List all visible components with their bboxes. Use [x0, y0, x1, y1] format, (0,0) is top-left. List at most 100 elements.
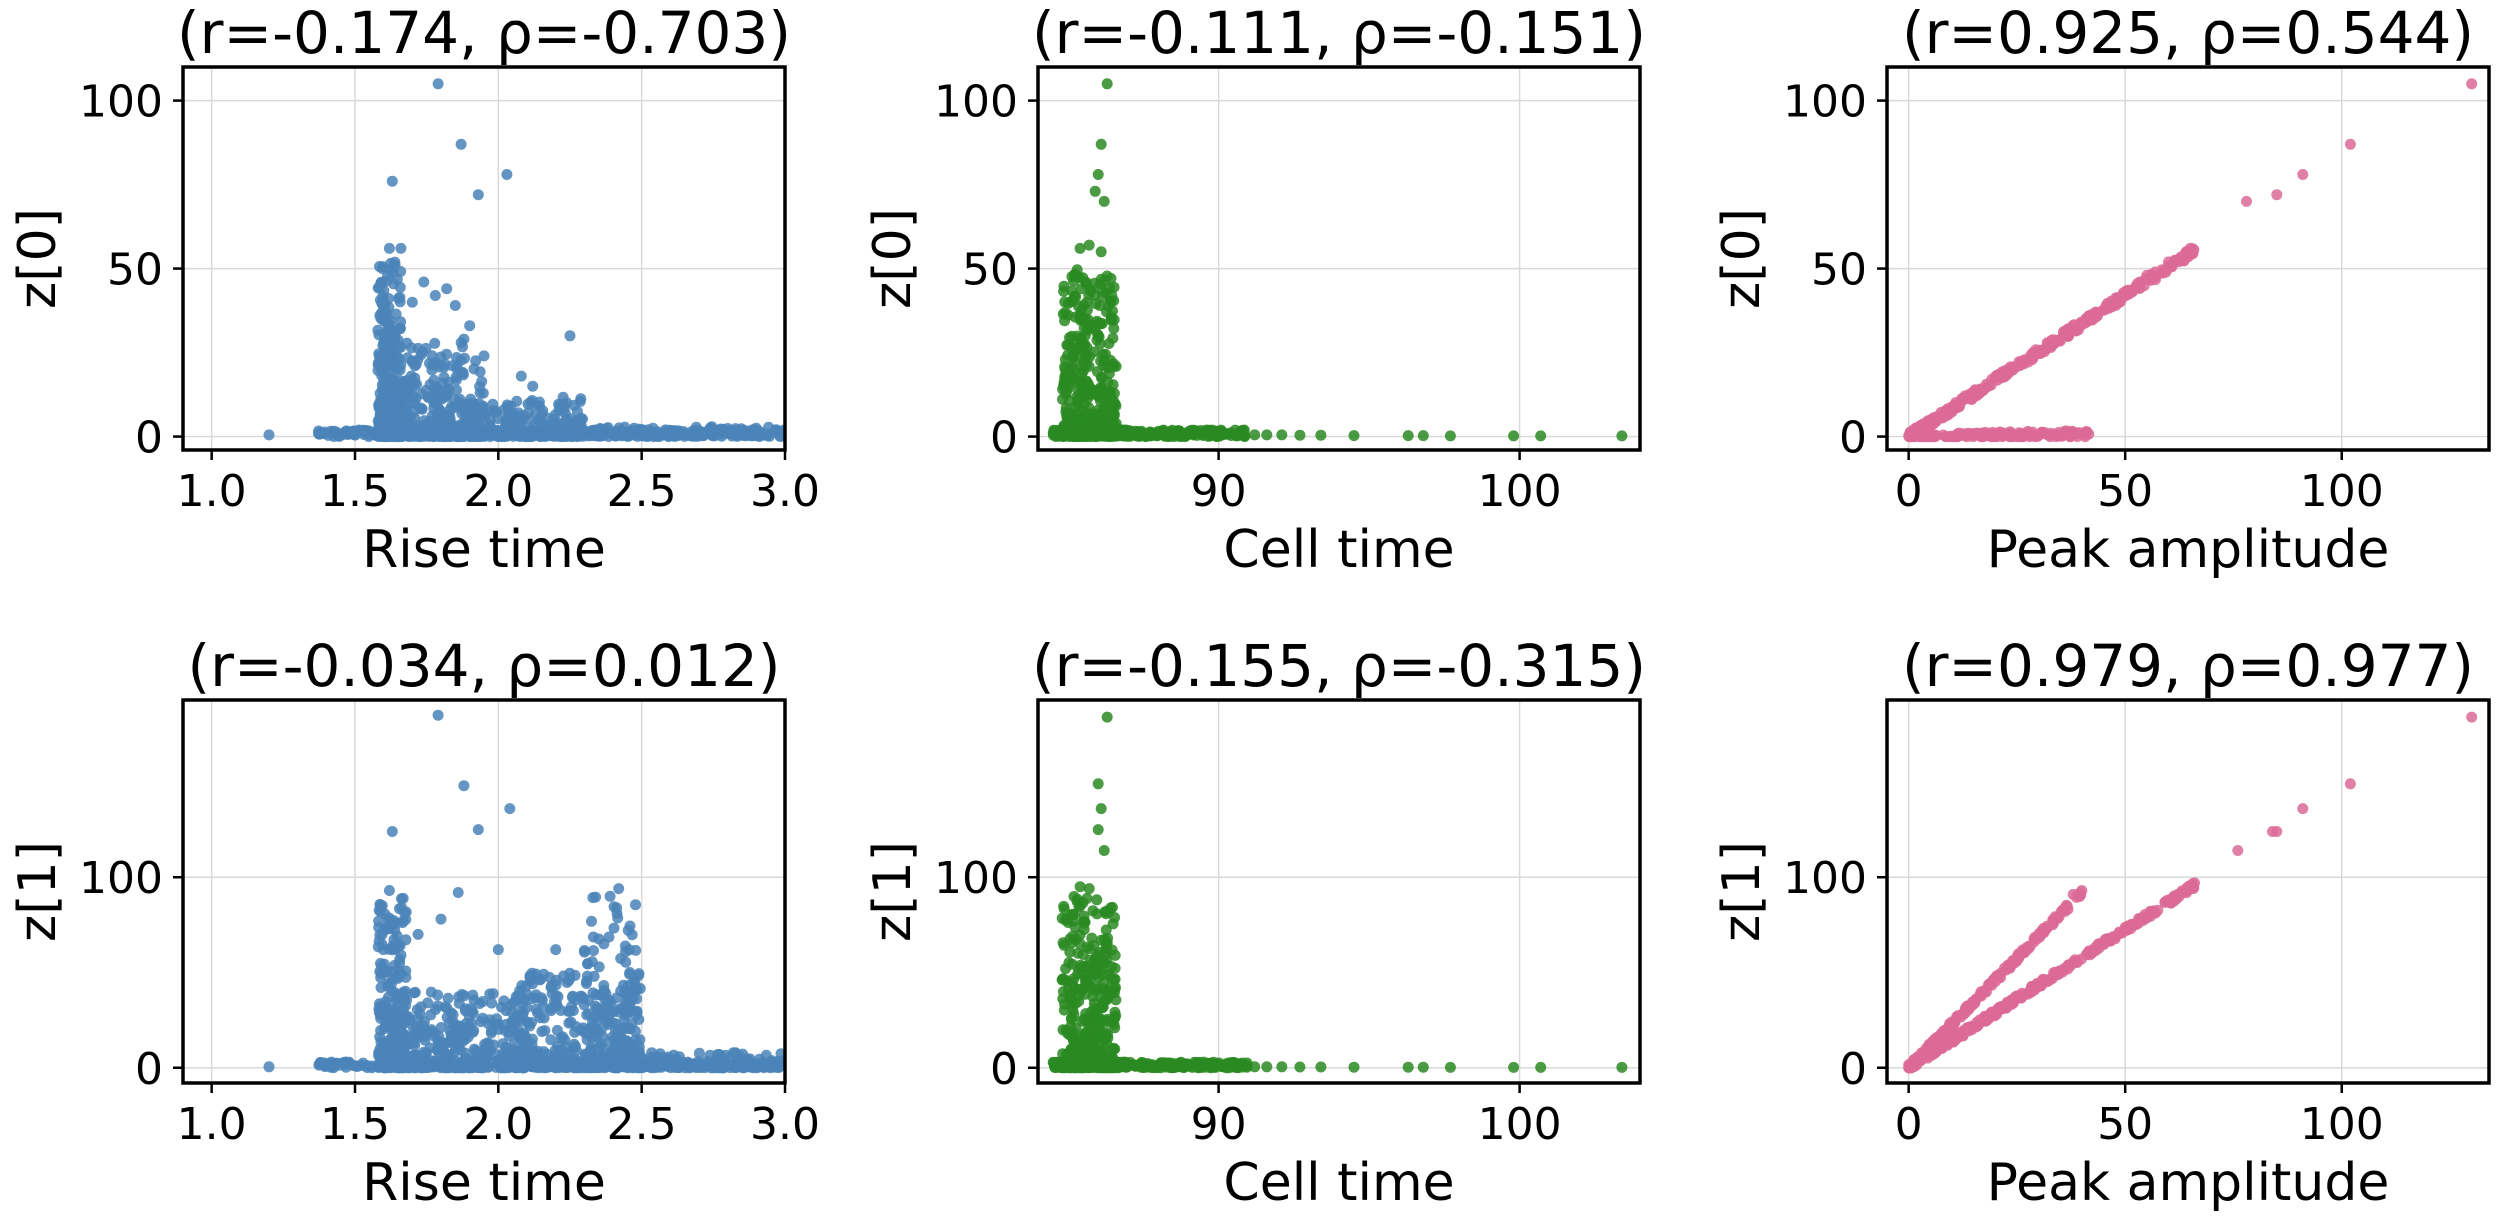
data-point — [374, 1009, 386, 1021]
x-tick-label: 2.0 — [463, 466, 533, 517]
data-point — [1211, 431, 1223, 442]
data-point — [641, 431, 653, 442]
data-point — [524, 971, 536, 983]
data-point — [458, 333, 470, 345]
data-point — [1067, 1055, 1079, 1067]
data-point — [577, 992, 589, 1004]
scatter-points — [263, 709, 785, 1074]
data-point — [595, 1041, 606, 1052]
data-point — [374, 966, 386, 977]
data-point — [1065, 296, 1077, 307]
data-point — [1109, 1062, 1121, 1074]
data-point — [2271, 189, 2283, 201]
data-point — [467, 1026, 479, 1038]
data-point — [496, 1052, 508, 1064]
x-tick-label: 1.5 — [320, 466, 390, 517]
data-point — [432, 989, 444, 1001]
data-point — [1076, 367, 1088, 379]
x-tick-label: 3.0 — [750, 1099, 820, 1150]
data-point — [381, 1050, 393, 1062]
data-point — [313, 425, 325, 437]
data-point — [560, 1062, 571, 1074]
data-point — [545, 1034, 557, 1046]
data-point — [760, 1057, 771, 1069]
data-point — [1066, 909, 1078, 920]
y-tick-label: 100 — [79, 853, 163, 904]
data-point — [603, 931, 615, 943]
data-point — [409, 360, 421, 372]
data-point — [552, 1050, 564, 1062]
data-point — [2015, 427, 2027, 439]
data-point — [1095, 1028, 1107, 1040]
data-point — [1069, 921, 1081, 933]
data-point — [567, 990, 579, 1002]
data-point — [1081, 892, 1093, 904]
data-point — [619, 421, 631, 433]
data-point — [381, 345, 393, 357]
data-point — [461, 423, 473, 435]
data-point — [2077, 319, 2088, 330]
data-point — [1106, 961, 1118, 973]
data-point — [451, 384, 462, 396]
data-point — [628, 975, 640, 987]
data-point — [2073, 428, 2085, 440]
data-point — [1089, 185, 1101, 197]
chart-title: (r=-0.174, ρ=-0.703) — [177, 0, 791, 67]
data-point — [1068, 891, 1080, 902]
data-point — [1108, 987, 1120, 999]
data-point — [1103, 338, 1115, 349]
data-point — [459, 406, 471, 418]
data-point — [556, 417, 568, 429]
data-point — [1348, 430, 1360, 442]
data-point — [639, 1061, 650, 1073]
data-point — [1101, 306, 1112, 318]
x-tick-label: 3.0 — [750, 466, 820, 517]
data-point — [435, 1056, 447, 1068]
data-point — [1095, 138, 1107, 150]
data-point — [453, 997, 465, 1009]
data-point — [1095, 273, 1107, 285]
chart-title: (r=0.925, ρ=0.544) — [1902, 0, 2474, 67]
data-point — [1078, 322, 1090, 334]
data-point — [1075, 305, 1087, 317]
data-point — [555, 1005, 567, 1016]
data-point — [668, 1049, 680, 1061]
data-point — [1956, 428, 1968, 440]
data-point — [1100, 924, 1112, 936]
data-point — [729, 1062, 741, 1073]
data-point — [499, 414, 511, 426]
plot-frame — [181, 65, 787, 452]
data-point — [1078, 916, 1090, 928]
data-point — [492, 944, 504, 956]
data-point — [1999, 365, 2011, 377]
plot-frame — [1036, 65, 1642, 452]
y-tick-label: 50 — [1811, 245, 1867, 296]
data-point — [458, 780, 470, 792]
data-point — [444, 431, 456, 442]
x-tick-label: 1.5 — [320, 1099, 390, 1150]
data-point — [436, 393, 448, 405]
data-point — [2040, 428, 2052, 440]
data-point — [1276, 429, 1288, 441]
data-point — [579, 946, 590, 958]
data-point — [1078, 1042, 1090, 1054]
data-point — [432, 709, 444, 721]
data-point — [624, 1022, 635, 1034]
data-point — [466, 1062, 478, 1074]
data-point — [433, 1036, 445, 1048]
data-point — [758, 428, 770, 440]
data-point — [664, 424, 676, 436]
data-point — [557, 1031, 569, 1043]
data-point — [516, 980, 528, 992]
data-point — [484, 1014, 496, 1026]
data-point — [1444, 430, 1456, 442]
data-point — [376, 312, 388, 324]
data-point — [410, 393, 422, 404]
data-point — [525, 396, 537, 408]
data-point — [570, 1045, 582, 1057]
data-point — [1086, 384, 1098, 396]
data-point — [1047, 1056, 1059, 1068]
